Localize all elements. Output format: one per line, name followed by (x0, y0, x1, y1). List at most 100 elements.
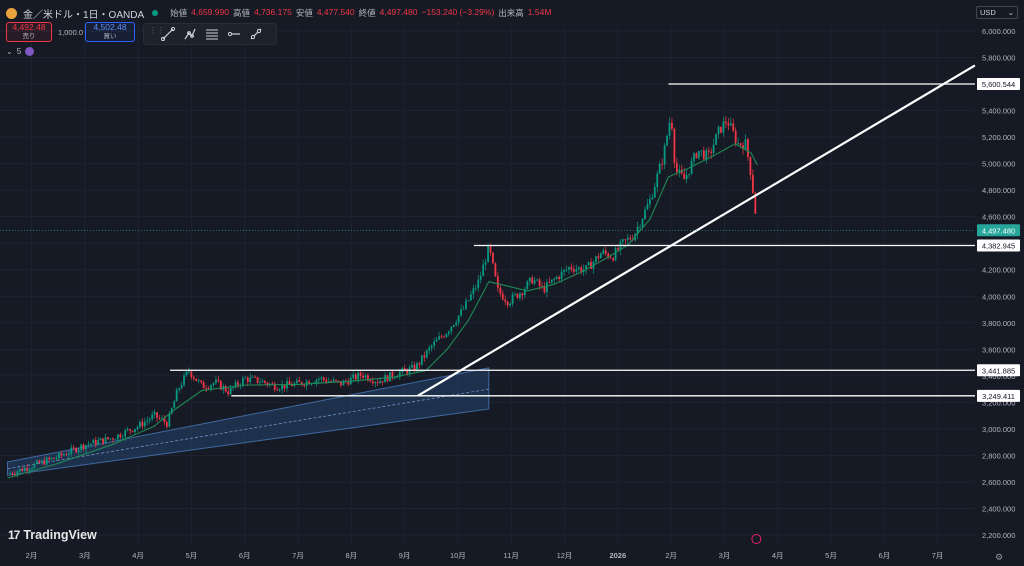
y-tick-label: 2,400.000 (982, 504, 1015, 513)
indicator-icon[interactable] (25, 47, 35, 56)
chevron-down-icon[interactable]: ⌄ (6, 47, 13, 56)
candle-body-down (675, 162, 678, 173)
candle-body-down (131, 430, 134, 432)
candle-body-up (511, 294, 514, 304)
candle-body-up (342, 380, 345, 386)
candle-body-up (251, 376, 254, 378)
candle-body-down (53, 457, 55, 459)
candle-body-up (97, 440, 100, 445)
candle-body-down (21, 468, 24, 471)
candle-body-up (170, 408, 173, 414)
candle-body-up (136, 426, 139, 430)
candle-body-up (533, 280, 536, 284)
x-tick-label: 3月 (79, 551, 91, 560)
candle-body-up (482, 264, 485, 277)
candle-body-up (178, 388, 181, 390)
candle-body-up (139, 421, 141, 427)
candle-body-down (710, 151, 713, 153)
candle-body-down (227, 391, 230, 395)
candle-body-up (470, 294, 472, 301)
candle-body-up (185, 371, 188, 376)
candle-body-up (364, 375, 367, 378)
candle-body-up (31, 468, 33, 470)
drag-handle-icon[interactable]: ⋮⋮ (149, 26, 165, 35)
candle-body-down (612, 258, 615, 261)
candle-body-up (577, 267, 580, 270)
x-tick-label: 12月 (557, 551, 573, 560)
candle-body-up (16, 471, 19, 475)
candle-body-up (563, 269, 565, 272)
candle-body-down (362, 375, 364, 378)
logo-name: TradingView (23, 528, 97, 542)
candle-body-up (180, 385, 183, 389)
indicator-row[interactable]: ⌄ 5 (6, 47, 35, 56)
symbol-title[interactable]: 金／米ドル・1日・OANDA (23, 9, 145, 21)
candle-body-up (33, 463, 36, 469)
y-tick-label: 2,800.000 (982, 451, 1015, 460)
high-label: 高値 (232, 8, 250, 18)
candle-body-down (521, 293, 524, 296)
candle-body-up (450, 326, 453, 332)
y-tick-label: 4,600.000 (982, 213, 1015, 222)
fib-retracement-icon[interactable] (203, 25, 221, 43)
candle-body-down (443, 336, 445, 338)
currency-select[interactable]: USD ⌄ (976, 6, 1018, 19)
tradingview-logo[interactable]: 17 TradingView (8, 528, 97, 542)
candle-body-down (371, 381, 374, 384)
candle-body-down (298, 380, 301, 382)
candle-body-up (92, 439, 95, 444)
candle-body-up (698, 150, 700, 158)
candle-body-up (595, 256, 597, 262)
candle-body-down (367, 375, 369, 381)
multi-point-icon[interactable] (181, 25, 199, 43)
sell-label: 売り (22, 33, 36, 40)
candle-body-down (102, 438, 105, 444)
trend-line-icon[interactable] (159, 25, 177, 43)
candle-body-down (381, 381, 384, 383)
gear-icon[interactable]: ⚙ (995, 552, 1004, 562)
y-tick-label: 6,000.000 (982, 27, 1015, 36)
candle-body-up (526, 281, 529, 289)
candle-body-up (536, 279, 539, 281)
candle-body-up (487, 244, 489, 263)
candle-body-down (60, 453, 63, 456)
buy-button[interactable]: 4,502.48 買い (85, 22, 135, 42)
candle-body-down (720, 126, 722, 133)
candle-body-up (467, 300, 470, 301)
candle-body-down (38, 460, 41, 463)
event-marker-icon (751, 534, 762, 544)
candle-body-down (217, 379, 220, 381)
candle-body-down (300, 381, 303, 385)
candle-body-up (153, 412, 156, 415)
candle-body-down (163, 418, 166, 423)
candle-body-up (232, 387, 234, 389)
candle-body-up (705, 150, 708, 160)
candle-body-down (418, 363, 421, 365)
close-label: 終値 (358, 8, 376, 18)
x-tick-label: 4月 (772, 551, 784, 560)
candle-body-down (617, 248, 619, 250)
quantity-value[interactable]: 1,000.0 (58, 28, 84, 37)
high-value: 4,736.175 (253, 7, 292, 17)
candle-body-down (695, 153, 698, 158)
candle-body-up (685, 175, 688, 180)
y-tick-label: 3,400.000 (982, 372, 1015, 381)
sell-button[interactable]: 4,492.48 売り (6, 22, 52, 42)
candle-body-down (119, 434, 122, 438)
candle-body-down (112, 438, 114, 440)
candle-body-down (72, 447, 75, 449)
candle-body-down (200, 380, 203, 383)
horizontal-ray-icon[interactable] (225, 25, 243, 43)
candle-body-down (506, 301, 509, 306)
buy-label: 買い (103, 33, 117, 40)
candle-body-down (683, 173, 686, 180)
candle-body-up (23, 467, 26, 471)
candle-body-up (663, 145, 666, 165)
candle-body-down (413, 364, 416, 371)
x-tick-label: 2月 (26, 551, 38, 560)
x-tick-label: 9月 (399, 551, 411, 560)
cross-line-icon[interactable] (247, 25, 265, 43)
candle-body-down (165, 422, 168, 427)
